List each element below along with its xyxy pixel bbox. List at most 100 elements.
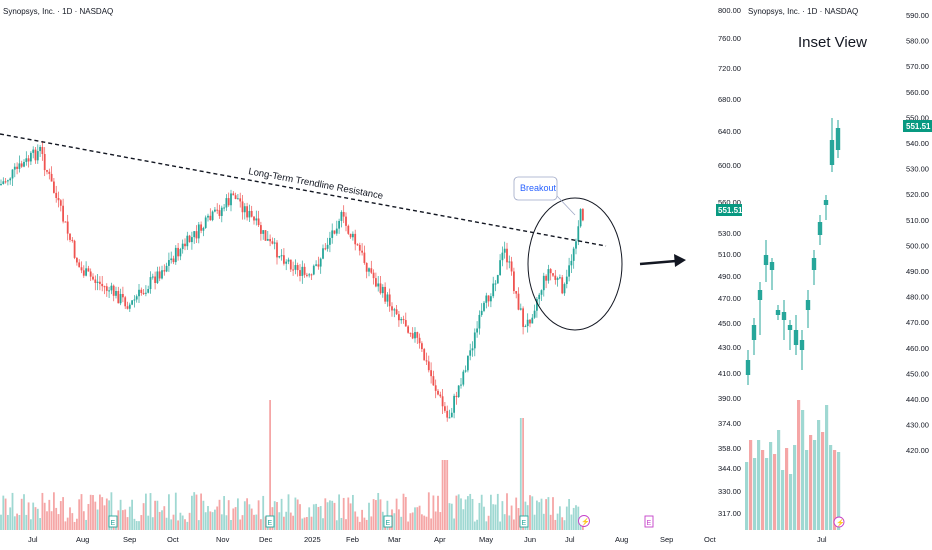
- earnings-marker[interactable]: [383, 515, 393, 528]
- candle-body: [460, 384, 462, 386]
- candle-body: [448, 417, 451, 419]
- candle-body: [158, 271, 161, 279]
- y-tick-label: 374.00: [718, 419, 741, 428]
- volume-bar: [450, 503, 453, 530]
- volume-bar: [193, 492, 196, 530]
- candle-body: [99, 281, 101, 284]
- candle-body: [526, 319, 529, 327]
- inset-y-tick-label: 590.00: [906, 11, 929, 20]
- volume-bar: [94, 501, 97, 530]
- candle-body: [572, 248, 575, 261]
- volume-bar: [218, 499, 221, 530]
- candle-body: [400, 318, 403, 321]
- volume-bar: [131, 499, 133, 530]
- candle-body: [306, 274, 308, 276]
- volume-bar: [165, 517, 168, 530]
- volume-bar: [289, 512, 292, 530]
- earnings-marker[interactable]: [644, 515, 654, 528]
- candle-body: [524, 326, 527, 328]
- inset-y-tick-label: 490.00: [906, 267, 929, 276]
- candle-body: [533, 310, 536, 318]
- candle-body: [227, 198, 230, 206]
- candle-body: [559, 277, 561, 279]
- candle-body: [223, 207, 225, 209]
- volume-bar: [126, 517, 129, 530]
- candle-body: [289, 259, 292, 270]
- y-tick-label: 330.00: [718, 487, 741, 496]
- inset-volume-bar: [821, 432, 825, 530]
- candle-body: [547, 269, 550, 281]
- inset-y-tick-label: 450.00: [906, 369, 929, 378]
- earnings-marker[interactable]: [108, 515, 118, 528]
- inset-volume-bar: [761, 450, 765, 530]
- inset-dividend-marker-label: ⚡: [836, 518, 845, 527]
- candle-body: [492, 283, 495, 297]
- volume-bar: [354, 511, 357, 530]
- x-tick-label: Oct: [167, 535, 180, 544]
- volume-bar: [395, 498, 398, 530]
- volume-bar: [117, 510, 120, 530]
- candle-body: [329, 237, 331, 245]
- y-tick-label: 390.00: [718, 394, 741, 403]
- earnings-marker[interactable]: [519, 515, 529, 528]
- volume-bar: [345, 519, 347, 530]
- volume-bar: [214, 509, 216, 530]
- candle-body: [441, 396, 444, 407]
- candle-body: [517, 293, 520, 310]
- volume-bar: [69, 507, 71, 530]
- candle-body: [142, 292, 145, 294]
- inset-dividend-marker[interactable]: [833, 516, 845, 528]
- inset-candle-body: [811, 258, 817, 270]
- inset-volume-bar: [809, 435, 813, 530]
- volume-bar: [255, 514, 258, 530]
- candle-body: [388, 294, 391, 307]
- inset-candle-body: [823, 200, 829, 205]
- dividend-marker[interactable]: [578, 515, 590, 527]
- candle-body: [69, 233, 71, 240]
- main-price-label: 551.51: [718, 206, 743, 215]
- candle-body: [128, 304, 131, 309]
- candle-body: [335, 228, 338, 234]
- candle-body: [565, 276, 568, 285]
- candle-body: [218, 210, 221, 216]
- volume-bar: [46, 511, 48, 530]
- volume-bar: [128, 506, 131, 530]
- volume-bar: [552, 497, 554, 530]
- candle-body: [513, 271, 515, 292]
- candle-body: [444, 406, 446, 411]
- candle-body: [457, 385, 460, 398]
- candle-body: [358, 244, 361, 251]
- candle-body: [163, 270, 166, 272]
- volume-bar: [87, 503, 90, 530]
- main-price-tag: [716, 204, 742, 216]
- earnings-marker[interactable]: [265, 515, 275, 528]
- x-tick-label: Mar: [388, 535, 401, 544]
- candle-body: [469, 350, 472, 356]
- volume-bar: [409, 513, 412, 530]
- volume-bar: [248, 504, 251, 530]
- candle-body: [216, 209, 219, 211]
- trendline: [0, 133, 607, 247]
- volume-bar: [349, 503, 352, 530]
- arrow-icon: [639, 254, 686, 267]
- inset-volume-bar: [833, 450, 837, 530]
- volume-bar: [368, 502, 370, 530]
- x-tick-label: Nov: [216, 535, 230, 544]
- x-tick-label: Sep: [123, 535, 136, 544]
- candle-body: [579, 209, 582, 227]
- x-tick-label: 2025: [304, 535, 321, 544]
- candle-body: [471, 348, 474, 351]
- candle-body: [248, 210, 251, 218]
- candle-body: [416, 332, 419, 338]
- candle-body: [174, 247, 177, 263]
- volume-bar: [529, 495, 531, 530]
- volume-bar: [522, 418, 524, 530]
- volume-bar: [41, 492, 44, 530]
- volume-bar: [467, 496, 469, 530]
- candle-body: [501, 252, 504, 261]
- volume-bar: [66, 517, 69, 530]
- volume-bar: [273, 501, 276, 530]
- volume-bar: [407, 521, 409, 530]
- volume-bar: [260, 519, 262, 530]
- volume-bar: [333, 502, 336, 530]
